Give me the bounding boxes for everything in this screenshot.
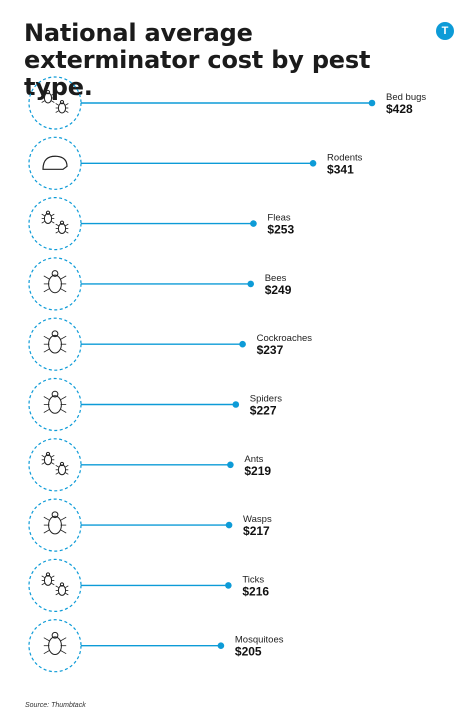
category-label: Cockroaches	[257, 333, 313, 344]
bar-endpoint	[239, 340, 246, 348]
category-label: Spiders	[250, 394, 282, 405]
flea-icon	[41, 210, 69, 235]
value-label: $216	[242, 584, 269, 598]
icon-circle	[28, 619, 82, 673]
category-label: Bees	[265, 273, 287, 284]
icon-circle	[28, 438, 82, 492]
bee-icon	[43, 270, 67, 294]
bar-endpoint	[247, 280, 255, 288]
icon-circle	[28, 558, 82, 613]
bar-endpoint	[232, 401, 240, 408]
bar-endpoint	[227, 461, 234, 469]
value-label: $205	[235, 645, 262, 659]
icon-circle	[28, 197, 82, 251]
icon-circle	[28, 498, 82, 552]
value-label: $253	[267, 223, 294, 237]
category-label: Bed bugs	[386, 92, 426, 103]
value-label: $249	[265, 283, 292, 297]
category-label: Ticks	[242, 574, 264, 585]
icon-circle	[28, 136, 82, 190]
bar-endpoint	[217, 642, 225, 649]
category-label: Ants	[244, 454, 263, 465]
bar-endpoint	[225, 521, 233, 529]
value-label: $217	[243, 524, 270, 538]
value-label: $428	[386, 102, 413, 116]
value-label: $237	[257, 343, 284, 357]
bed-bug-icon	[41, 90, 69, 114]
icon-circle	[28, 377, 82, 432]
icon-circle	[28, 257, 82, 311]
value-label: $219	[244, 464, 271, 478]
bar-endpoint	[225, 582, 232, 589]
icon-circle	[28, 76, 82, 130]
source-note: Source: Thumbtack	[25, 702, 86, 709]
icon-circle	[28, 317, 82, 371]
page-title: National average exterminator cost by pe…	[24, 19, 371, 101]
category-label: Wasps	[243, 514, 272, 525]
value-label: $227	[250, 404, 277, 418]
category-label: Fleas	[267, 213, 290, 224]
brand-logo-icon: T	[436, 22, 454, 40]
bar-endpoint	[368, 99, 376, 107]
value-label: $341	[327, 162, 354, 176]
wasp-icon	[43, 511, 67, 535]
spider-icon	[43, 390, 67, 414]
bar-endpoint	[250, 220, 257, 227]
rodent-icon	[42, 155, 68, 170]
tick-icon	[41, 572, 69, 596]
mosquito-icon	[43, 631, 67, 656]
bar-endpoint	[309, 160, 317, 167]
category-label: Rodents	[327, 152, 363, 163]
ant-icon	[41, 451, 69, 476]
category-label: Mosquitoes	[235, 635, 284, 646]
cockroach-icon	[43, 330, 67, 354]
